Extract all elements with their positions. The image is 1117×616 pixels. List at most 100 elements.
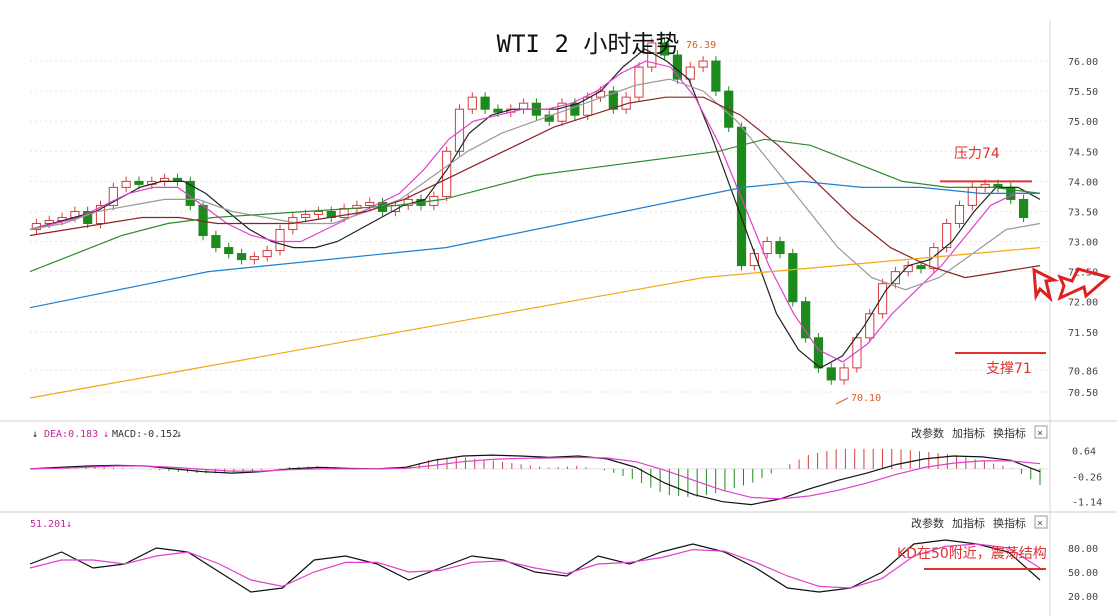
- candle-body: [480, 96, 490, 110]
- candle-body: [736, 126, 747, 267]
- candle-body: [454, 108, 465, 152]
- candle-body: [83, 210, 93, 224]
- candle-body: [211, 235, 221, 249]
- candle-body: [890, 271, 900, 285]
- macd-axis: 0.64 -0.26 -1.14: [1072, 447, 1102, 509]
- dea-legend: DEA:0.183: [44, 429, 98, 440]
- candle-body: [877, 283, 888, 315]
- ma-line: [29, 48, 1041, 369]
- candle-body: [929, 247, 939, 270]
- kd-arrow-icon: ↓: [66, 519, 72, 530]
- kd-tick-label: 50.00: [1068, 568, 1098, 579]
- chart-title: WTI 2 小时走势: [497, 30, 680, 58]
- candle-body: [134, 180, 144, 185]
- price-tick-label: 73.00: [1068, 238, 1098, 249]
- candle-body: [121, 180, 131, 188]
- price-tick-label: 74.50: [1068, 147, 1098, 158]
- candle-body: [634, 66, 644, 98]
- low-label: 70.10: [851, 393, 881, 404]
- candle-body: [685, 66, 695, 80]
- candle-body: [954, 204, 965, 224]
- candle-body: [583, 96, 593, 116]
- candle-body: [865, 313, 875, 339]
- kd-annotation: KD在50附近，震荡结构: [897, 546, 1047, 562]
- candle-body: [44, 219, 54, 224]
- ma-line: [29, 247, 1041, 399]
- ma-line: [29, 138, 1041, 273]
- price-tick-label: 70.86: [1068, 366, 1098, 377]
- macd-pane: [29, 448, 1048, 506]
- kd-tick-label: 80.00: [1068, 544, 1098, 555]
- candle-body: [826, 367, 836, 381]
- ma-line: [29, 78, 1041, 291]
- macd-tick-label: 0.64: [1072, 447, 1096, 458]
- kd-line: [29, 539, 1041, 593]
- resistance-label: 压力74: [954, 146, 1000, 162]
- candle-body: [224, 247, 234, 255]
- arrow-right-icon: [1057, 267, 1112, 301]
- candle-body: [301, 213, 311, 218]
- change-params-button[interactable]: 改参数: [911, 426, 944, 440]
- candle-body: [916, 265, 926, 270]
- candle-body: [365, 201, 375, 206]
- candle-body: [1018, 198, 1029, 218]
- price-tick-label: 75.50: [1068, 87, 1098, 98]
- macd-line: [29, 454, 1041, 506]
- candle-body: [839, 367, 849, 381]
- kd-legend: 51.201: [30, 519, 66, 530]
- add-indicator-button[interactable]: 加指标: [952, 426, 985, 440]
- candle-body: [788, 253, 798, 303]
- candle-body: [467, 96, 477, 110]
- candle-body: [698, 60, 708, 68]
- close-icon[interactable]: [1034, 515, 1048, 529]
- candle-body: [570, 102, 580, 116]
- price-tick-label: 71.50: [1068, 328, 1098, 339]
- candle-body: [813, 337, 824, 369]
- macd-tick-label: -1.14: [1072, 497, 1102, 508]
- arrow-down-icon: [1032, 267, 1060, 303]
- kd-tick-label: 20.00: [1068, 592, 1098, 603]
- low-pointer: [835, 397, 849, 405]
- add-indicator-button[interactable]: 加指标: [952, 516, 985, 530]
- macd-value-arrow-icon: ↓: [176, 429, 182, 440]
- candle-body: [108, 186, 118, 206]
- close-glyph: ×: [1037, 428, 1043, 439]
- price-tick-label: 72.00: [1068, 298, 1098, 309]
- candle-body: [249, 256, 259, 261]
- price-axis: 76.00 75.50 75.00 74.50 74.00 73.50 73.00 72.50…: [1068, 57, 1098, 399]
- candle-body: [313, 210, 324, 215]
- candle-body: [275, 229, 285, 252]
- change-params-button[interactable]: 改参数: [911, 516, 944, 530]
- macd-tick-label: -0.26: [1072, 472, 1102, 483]
- price-tick-label: 76.00: [1068, 57, 1098, 68]
- price-tick-label: 72.50: [1068, 268, 1098, 279]
- candle-body: [942, 222, 952, 249]
- close-glyph: ×: [1037, 518, 1043, 529]
- candle-body: [775, 241, 785, 255]
- kd-pane: [29, 539, 1041, 593]
- price-tick-label: 70.50: [1068, 388, 1098, 399]
- candle-body: [967, 186, 977, 206]
- candle-body: [608, 90, 618, 110]
- swap-indicator-button[interactable]: 换指标: [993, 426, 1026, 440]
- dea-arrow-icon: ↓: [103, 429, 109, 440]
- swap-indicator-button[interactable]: 换指标: [993, 516, 1026, 530]
- moving-averages: [29, 48, 1041, 399]
- candle-body: [95, 204, 106, 224]
- kd-axis: 80.00 50.00 20.00: [1068, 544, 1098, 603]
- candle-body: [801, 301, 811, 339]
- kd-line: [29, 543, 1041, 589]
- candle-body: [518, 102, 529, 110]
- close-icon[interactable]: [1034, 425, 1048, 439]
- price-tick-label: 73.50: [1068, 207, 1098, 218]
- candle-body: [236, 253, 247, 261]
- macd-legend: MACD:-0.152: [112, 429, 178, 440]
- support-label: 支撑71: [986, 361, 1032, 377]
- ma-line: [29, 180, 1040, 309]
- high-label: 76.39: [686, 40, 716, 51]
- candle-body: [660, 42, 670, 56]
- candle-body: [442, 150, 452, 197]
- macd-line: [29, 456, 1041, 500]
- candle-body: [493, 108, 503, 113]
